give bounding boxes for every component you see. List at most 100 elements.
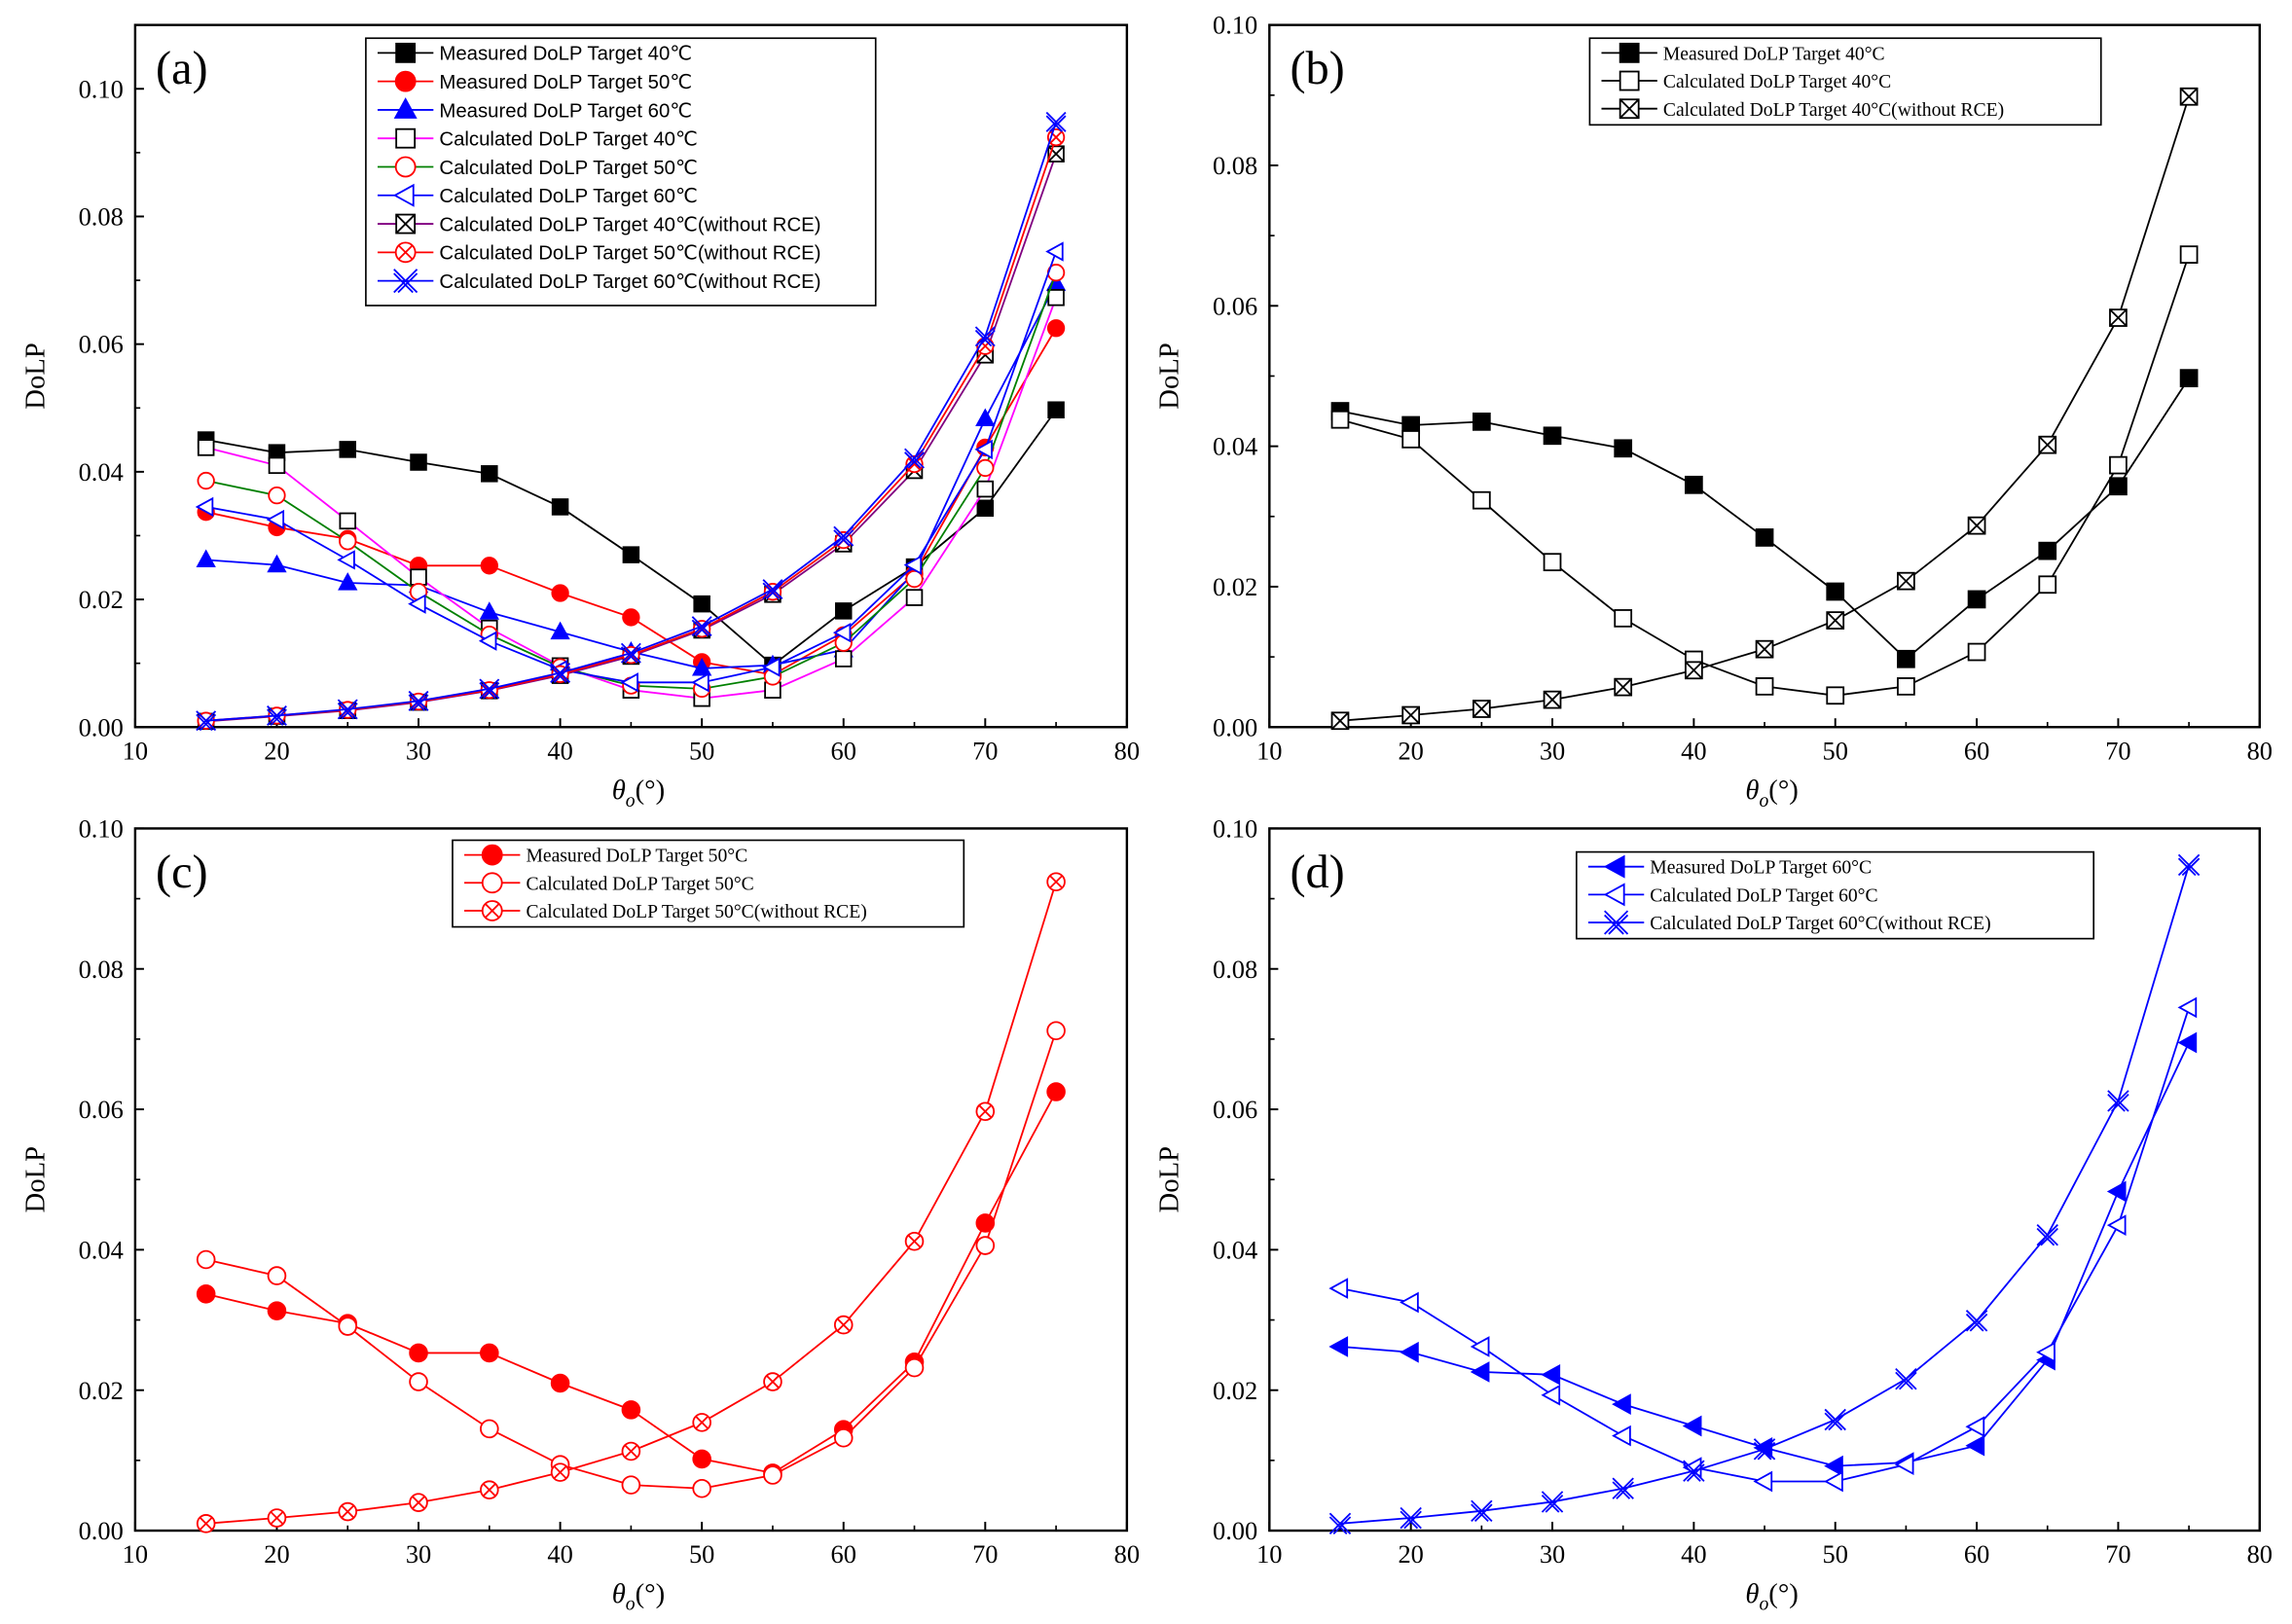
panel-d-series-1-point	[1612, 1393, 1631, 1415]
panel-b-series-2-point	[1614, 609, 1633, 628]
panel-a-series-9-point	[550, 663, 571, 683]
panel-a-series-4-point	[410, 568, 427, 586]
panel-d-series-1-point	[1682, 1415, 1702, 1437]
panel-a-legend-marker	[393, 269, 418, 294]
panel-a-series-8-point	[551, 665, 569, 683]
panel-b-y-axis-title: DoLP	[1154, 343, 1185, 410]
panel-b-x-tick-label: 50	[1823, 736, 1848, 765]
panel-c-series-3-point	[480, 1480, 499, 1499]
panel-c-x-tick-label: 70	[972, 1539, 998, 1569]
panel-c-legend-entry: Measured DoLP Target 50°C	[464, 844, 747, 867]
panel-a-series-6-point	[762, 657, 781, 677]
panel-d-series-2-point	[1470, 1336, 1490, 1357]
panel-b-y-tick-label: 0.00	[1213, 712, 1257, 741]
panel-a-series-1-point	[481, 465, 498, 483]
panel-d-series-3-point	[2107, 1090, 2129, 1112]
panel-c-series-2-point	[975, 1236, 996, 1255]
panel-c-series-2-point	[338, 1317, 358, 1336]
panel-d-series-2-point	[1612, 1425, 1631, 1447]
panel-a-series-5	[197, 264, 1066, 699]
panel-c-series-3-point	[833, 1315, 854, 1335]
panel-a-x-tick-label: 10	[123, 736, 148, 765]
panel-d-series-1-point	[1470, 1361, 1490, 1383]
panel-c-series-3-point	[621, 1441, 641, 1462]
panel-b-series-3-point	[1967, 516, 1986, 535]
panel-a-legend-marker	[394, 70, 417, 92]
panel-c-legend-entry: Calculated DoLP Target 50°C(without RCE)	[464, 900, 867, 922]
panel-d-series-1	[1328, 1031, 2198, 1477]
panel-b-x-tick-label: 10	[1256, 736, 1282, 765]
panel-a-series-9-point	[620, 642, 641, 664]
panel-a-series-4-line	[205, 297, 1057, 700]
panel-a-series-9-point	[267, 704, 287, 726]
panel-b-label: (b)	[1290, 43, 1344, 94]
panel-b-y-tick-label: 0.06	[1213, 291, 1257, 320]
panel-d-y-tick-label: 0.02	[1213, 1376, 1257, 1405]
panel-a-series-2-point	[551, 584, 569, 602]
panel-b-legend-marker	[1619, 42, 1640, 63]
panel-c-y-tick-label: 0.08	[79, 955, 124, 984]
panel-c-series-2-point	[267, 1266, 287, 1285]
panel-a-series-3-point	[267, 554, 287, 573]
panel-a-series-9-point	[974, 326, 996, 347]
panel-d-legend: Measured DoLP Target 60°C Calculated DoLP…	[1575, 850, 2095, 940]
panel-d-legend-label: Calculated DoLP Target 60°C(without RCE)	[1650, 914, 1990, 934]
panel-a-legend-label: Calculated DoLP Target 60℃(without RCE)	[439, 271, 820, 293]
panel-d-series-2-point	[2106, 1214, 2127, 1236]
panel-d-series-3-point	[1683, 1460, 1705, 1482]
panel-d-series-3-point	[1400, 1506, 1422, 1530]
panel-a-legend-marker	[395, 42, 417, 63]
panel-a-legend-marker	[394, 241, 417, 264]
panel-b-series-2	[1330, 245, 2199, 705]
panel-a-x-tick-label: 50	[689, 736, 714, 765]
panel-b-legend-box	[1588, 37, 2102, 126]
panel-b-series-2-point	[1401, 430, 1421, 449]
panel-b-series-2-point	[1967, 642, 1986, 662]
panel-c-legend-marker	[481, 872, 503, 894]
panel-b-legend-entry: Calculated DoLP Target 40°C(without RCE)	[1601, 98, 2004, 121]
panel-d-legend-marker	[1604, 910, 1629, 935]
panel-d-series-2-point	[1965, 1416, 1985, 1438]
panel-a-y-tick-label: 0.10	[79, 74, 124, 103]
panel-d-series-1-point	[1541, 1363, 1561, 1386]
panel-a-series-9-point	[833, 525, 855, 547]
panel-d-series-2-point	[2036, 1341, 2056, 1363]
panel-a-series-6-point	[691, 672, 709, 693]
panel-d-y-tick-label: 0.00	[1213, 1516, 1257, 1545]
panel-c-series-2-point	[1046, 1021, 1066, 1041]
panel-a-series-6	[195, 241, 1064, 693]
panel-b-series-2-point	[1543, 553, 1562, 572]
panel-c-x-tick-label: 10	[123, 1539, 148, 1569]
panel-c-y-tick-label: 0.04	[79, 1235, 124, 1264]
panel-b-series-2-point	[1755, 677, 1774, 696]
panel-b-series-2-point	[1330, 410, 1350, 429]
panel-d-series-2-point	[1753, 1470, 1773, 1493]
panel-a-series-3-point	[975, 408, 996, 426]
panel-b-legend-entry: Measured DoLP Target 40°C	[1601, 42, 1885, 64]
panel-a-series-6-point	[408, 594, 426, 614]
panel-b-legend-entry: Calculated DoLP Target 40°C	[1601, 70, 1891, 92]
panel-d-y-tick-label: 0.10	[1213, 813, 1257, 843]
panel-c-series-2-point	[196, 1249, 216, 1270]
panel-b-legend-marker	[1619, 98, 1640, 120]
panel-c: 10 20 30 40 50 60 70 80 0.00 0.02 0.04 0.06 0.08 0.10…	[19, 813, 1140, 1614]
panel-d-series-1-line	[1339, 1042, 2190, 1467]
panel-c-series-2	[196, 1021, 1066, 1498]
panel-d-series-3	[1328, 853, 2201, 1535]
panel-d-label: (d)	[1290, 847, 1344, 898]
panel-b-x-tick-label: 70	[2105, 736, 2130, 765]
panel-a-series-2-point	[480, 557, 498, 575]
panel-a-legend-entry: Calculated DoLP Target 50℃(without RCE)	[377, 241, 821, 265]
panel-c-y-tick-label: 0.06	[79, 1095, 124, 1124]
panel-b-series-1	[1330, 369, 2199, 668]
panel-c-series-3-point	[692, 1413, 711, 1432]
panel-b-series-3-point	[1543, 690, 1562, 709]
panel-b-y-tick-label: 0.08	[1213, 151, 1257, 180]
panel-b-series-1-point	[1685, 475, 1703, 494]
panel-d-series-3-point	[1824, 1408, 1846, 1431]
panel-d-x-tick-label: 10	[1256, 1539, 1282, 1569]
panel-b: 10 20 30 40 50 60 70 80 0.00 0.02 0.04 0.06 0.08 0.10…	[1154, 11, 2273, 812]
panel-c-series-2-point	[763, 1465, 782, 1485]
panel-d-legend-label: Measured DoLP Target 60°C	[1650, 858, 1872, 879]
panel-a-x-tick-label: 60	[831, 736, 856, 765]
